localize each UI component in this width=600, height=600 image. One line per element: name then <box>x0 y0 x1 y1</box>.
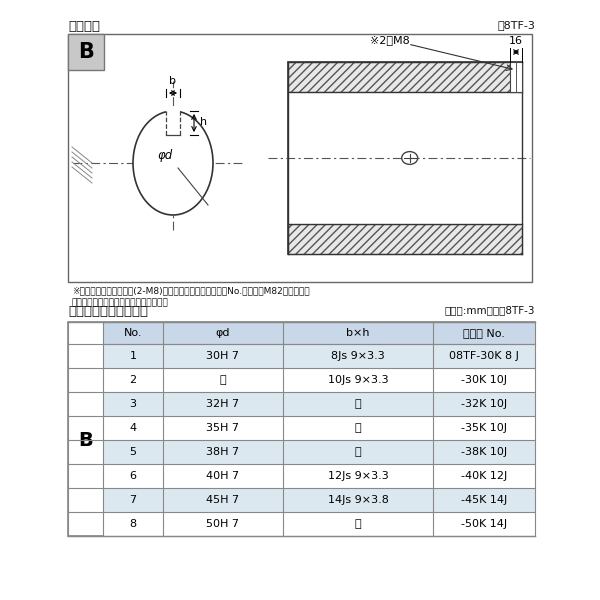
Bar <box>103 416 535 440</box>
Bar <box>103 464 535 488</box>
Text: （単位:mm）　表8TF-3: （単位:mm） 表8TF-3 <box>445 305 535 315</box>
Bar <box>510 62 522 92</box>
Bar <box>68 34 532 282</box>
Text: 3: 3 <box>130 399 137 409</box>
Bar <box>103 512 535 536</box>
Ellipse shape <box>401 152 418 164</box>
Bar <box>103 488 535 512</box>
Bar <box>288 62 522 92</box>
Text: 軸穴形状コード一覧表: 軸穴形状コード一覧表 <box>68 305 148 318</box>
Ellipse shape <box>133 111 213 215</box>
Text: -40K 12J: -40K 12J <box>461 471 507 481</box>
Text: h: h <box>200 117 207 127</box>
Bar <box>288 224 522 254</box>
Text: 〃: 〃 <box>355 519 361 529</box>
Text: 図8TF-3: 図8TF-3 <box>497 20 535 30</box>
Bar <box>68 322 535 536</box>
Text: -38K 10J: -38K 10J <box>461 447 507 457</box>
Text: -45K 14J: -45K 14J <box>461 495 507 505</box>
Text: B: B <box>78 431 93 449</box>
Text: 40H 7: 40H 7 <box>206 471 239 481</box>
Text: 軸穴形状: 軸穴形状 <box>68 20 100 33</box>
Text: （セットボルトは付属されています。）: （セットボルトは付属されています。） <box>72 298 169 307</box>
Text: 16: 16 <box>509 36 523 46</box>
Bar <box>166 107 180 135</box>
Text: No.: No. <box>124 328 142 338</box>
Text: 7: 7 <box>130 495 137 505</box>
Text: 4: 4 <box>130 423 137 433</box>
Text: b×h: b×h <box>346 328 370 338</box>
Bar <box>68 34 104 70</box>
Bar <box>103 392 535 416</box>
Text: -35K 10J: -35K 10J <box>461 423 507 433</box>
Text: 35H 7: 35H 7 <box>206 423 239 433</box>
Bar <box>103 440 535 464</box>
Text: 1: 1 <box>130 351 137 361</box>
Text: 12Js 9×3.3: 12Js 9×3.3 <box>328 471 388 481</box>
Text: 32H 7: 32H 7 <box>206 399 239 409</box>
Text: B: B <box>78 42 94 62</box>
Text: -32K 10J: -32K 10J <box>461 399 507 409</box>
Text: 2: 2 <box>130 375 137 385</box>
Text: 30H 7: 30H 7 <box>206 351 239 361</box>
Text: 10Js 9×3.3: 10Js 9×3.3 <box>328 375 388 385</box>
Text: 6: 6 <box>130 471 137 481</box>
Text: 14Js 9×3.8: 14Js 9×3.8 <box>328 495 388 505</box>
Bar <box>288 62 522 254</box>
Bar <box>103 368 535 392</box>
Text: 50H 7: 50H 7 <box>206 519 239 529</box>
Text: -30K 10J: -30K 10J <box>461 375 507 385</box>
Text: 8Js 9×3.3: 8Js 9×3.3 <box>331 351 385 361</box>
Text: 〃: 〃 <box>355 423 361 433</box>
Bar <box>103 344 535 368</box>
Text: ※セットボルト用タップ(2-M8)が必要な場合は右記コードNo.の末尾にM82を付ける。: ※セットボルト用タップ(2-M8)が必要な場合は右記コードNo.の末尾にM82を… <box>72 286 310 295</box>
Text: 08TF-30K 8 J: 08TF-30K 8 J <box>449 351 519 361</box>
Text: φd: φd <box>157 148 173 161</box>
Text: 45H 7: 45H 7 <box>206 495 239 505</box>
Text: 〃: 〃 <box>220 375 226 385</box>
Text: 38H 7: 38H 7 <box>206 447 239 457</box>
Text: 〃: 〃 <box>355 447 361 457</box>
Text: 8: 8 <box>130 519 137 529</box>
Bar <box>103 322 535 344</box>
Text: φd: φd <box>216 328 230 338</box>
Text: b: b <box>170 76 176 86</box>
Text: 5: 5 <box>130 447 137 457</box>
Text: ※2－M8: ※2－M8 <box>370 35 410 45</box>
Text: コード No.: コード No. <box>463 328 505 338</box>
Bar <box>288 92 522 224</box>
Text: 〃: 〃 <box>355 399 361 409</box>
Text: -50K 14J: -50K 14J <box>461 519 507 529</box>
